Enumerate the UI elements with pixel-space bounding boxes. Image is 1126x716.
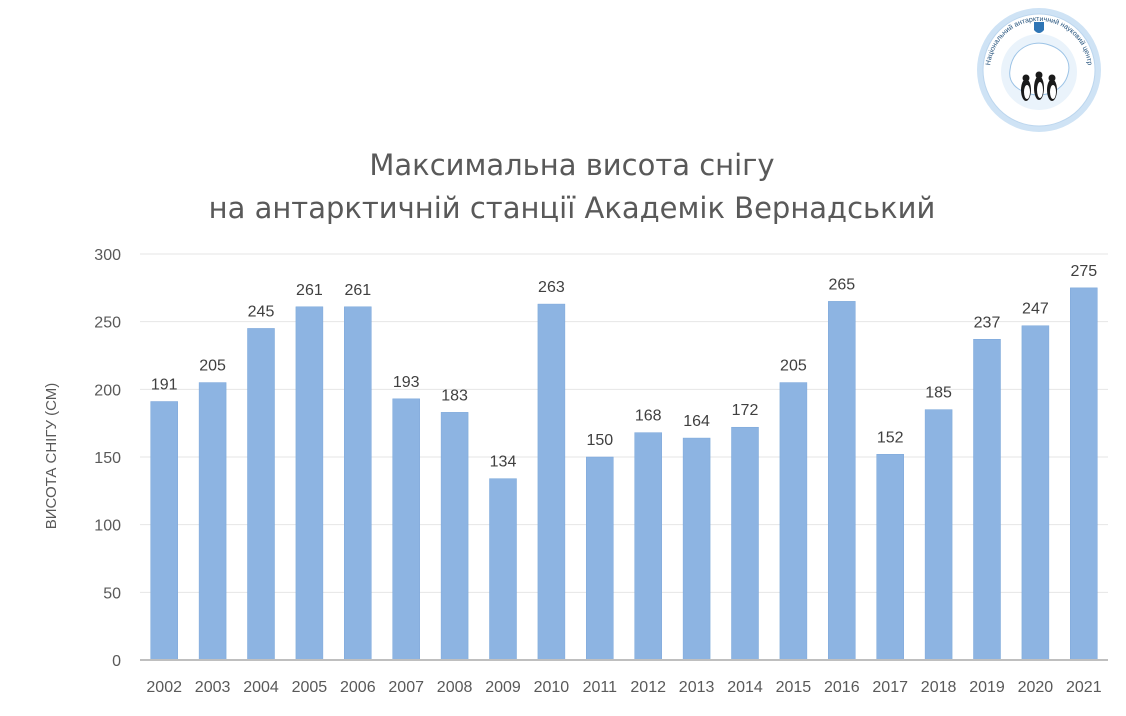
data-label-2011: 150	[586, 432, 613, 449]
bar-2019	[973, 339, 1001, 661]
bar-2009	[489, 478, 517, 661]
bars	[150, 287, 1098, 661]
data-label-2016: 265	[828, 276, 855, 293]
penguin-icon	[1021, 71, 1057, 101]
bar-2015	[779, 382, 808, 661]
bar-2004	[247, 328, 275, 661]
y-tick-label: 150	[94, 450, 121, 467]
y-tick-label: 100	[94, 518, 121, 535]
y-axis-ticks: 0 50 100 150 200 250 300	[94, 247, 121, 670]
data-label-2008: 183	[441, 387, 468, 404]
bar-2020	[1021, 325, 1050, 661]
data-label-2005: 261	[296, 282, 323, 299]
x-axis-ticks: 2002 2003 2004 2005 2006 2007 2008 2009 2010 2011…	[146, 679, 1101, 696]
data-label-2009: 134	[490, 454, 517, 471]
data-label-2020: 247	[1022, 301, 1049, 318]
data-label-2019: 237	[974, 314, 1001, 331]
x-tick-label: 2021	[1066, 679, 1102, 696]
bar-2014	[731, 426, 759, 661]
x-tick-label: 2009	[485, 679, 521, 696]
x-tick-label: 2010	[534, 679, 570, 696]
bar-2021	[1070, 287, 1098, 661]
x-tick-label: 2019	[969, 679, 1005, 696]
x-tick-label: 2017	[872, 679, 908, 696]
bar-2011	[586, 456, 614, 661]
bar-2008	[440, 412, 469, 661]
data-label-2004: 245	[248, 303, 275, 320]
data-label-2021: 275	[1070, 263, 1097, 280]
x-tick-label: 2013	[679, 679, 715, 696]
y-tick-label: 0	[112, 653, 121, 670]
bar-2002	[150, 401, 178, 661]
gridlines	[140, 253, 1108, 593]
bar-2017	[876, 454, 904, 661]
antarctic-center-logo-icon: Національний антарктичний науковий центр	[977, 8, 1101, 132]
data-label-2017: 152	[877, 429, 904, 446]
x-tick-label: 2011	[583, 679, 618, 696]
bar-2007	[392, 398, 420, 661]
x-tick-label: 2007	[388, 679, 424, 696]
x-tick-label: 2004	[243, 679, 279, 696]
bar-2013	[682, 437, 711, 661]
coat-of-arms-icon	[1034, 22, 1044, 33]
x-tick-label: 2018	[921, 679, 957, 696]
chart-title-line-1: Максимальна висота снігу	[369, 148, 774, 182]
x-tick-label: 2008	[437, 679, 473, 696]
data-label-2007: 193	[393, 374, 420, 391]
x-tick-label: 2005	[292, 679, 328, 696]
x-tick-label: 2002	[146, 679, 182, 696]
data-label-2013: 164	[683, 413, 710, 430]
y-tick-label: 300	[94, 247, 121, 264]
chart-title-line-2: на антарктичній станції Академік Вернадс…	[209, 191, 936, 225]
x-tick-label: 2006	[340, 679, 376, 696]
x-tick-label: 2014	[727, 679, 763, 696]
data-label-2014: 172	[732, 402, 759, 419]
bar-2010	[537, 303, 566, 661]
y-tick-label: 200	[94, 382, 121, 399]
bar-2003	[198, 382, 227, 661]
data-label-2003: 205	[199, 358, 226, 375]
bar-2016	[828, 301, 856, 661]
x-tick-label: 2003	[195, 679, 231, 696]
y-tick-label: 50	[103, 585, 121, 602]
data-label-2012: 168	[635, 408, 662, 425]
data-label-2002: 191	[151, 377, 178, 394]
data-label-2006: 261	[344, 282, 371, 299]
data-label-2015: 205	[780, 358, 807, 375]
y-tick-label: 250	[94, 315, 121, 332]
bar-2005	[295, 306, 324, 661]
bar-2012	[634, 432, 662, 661]
bar-2006	[344, 306, 372, 661]
x-tick-label: 2012	[630, 679, 666, 696]
x-tick-label: 2016	[824, 679, 860, 696]
bar-2018	[924, 409, 953, 661]
data-label-2010: 263	[538, 279, 565, 296]
data-label-2018: 185	[925, 385, 952, 402]
data-labels: 191 205 245 261 261 193 183 134 263 150 168 164 172 2…	[151, 263, 1097, 471]
x-tick-label: 2015	[776, 679, 812, 696]
x-tick-label: 2020	[1018, 679, 1054, 696]
y-axis-title: ВИСОТА СНІГУ (СМ)	[43, 383, 60, 530]
